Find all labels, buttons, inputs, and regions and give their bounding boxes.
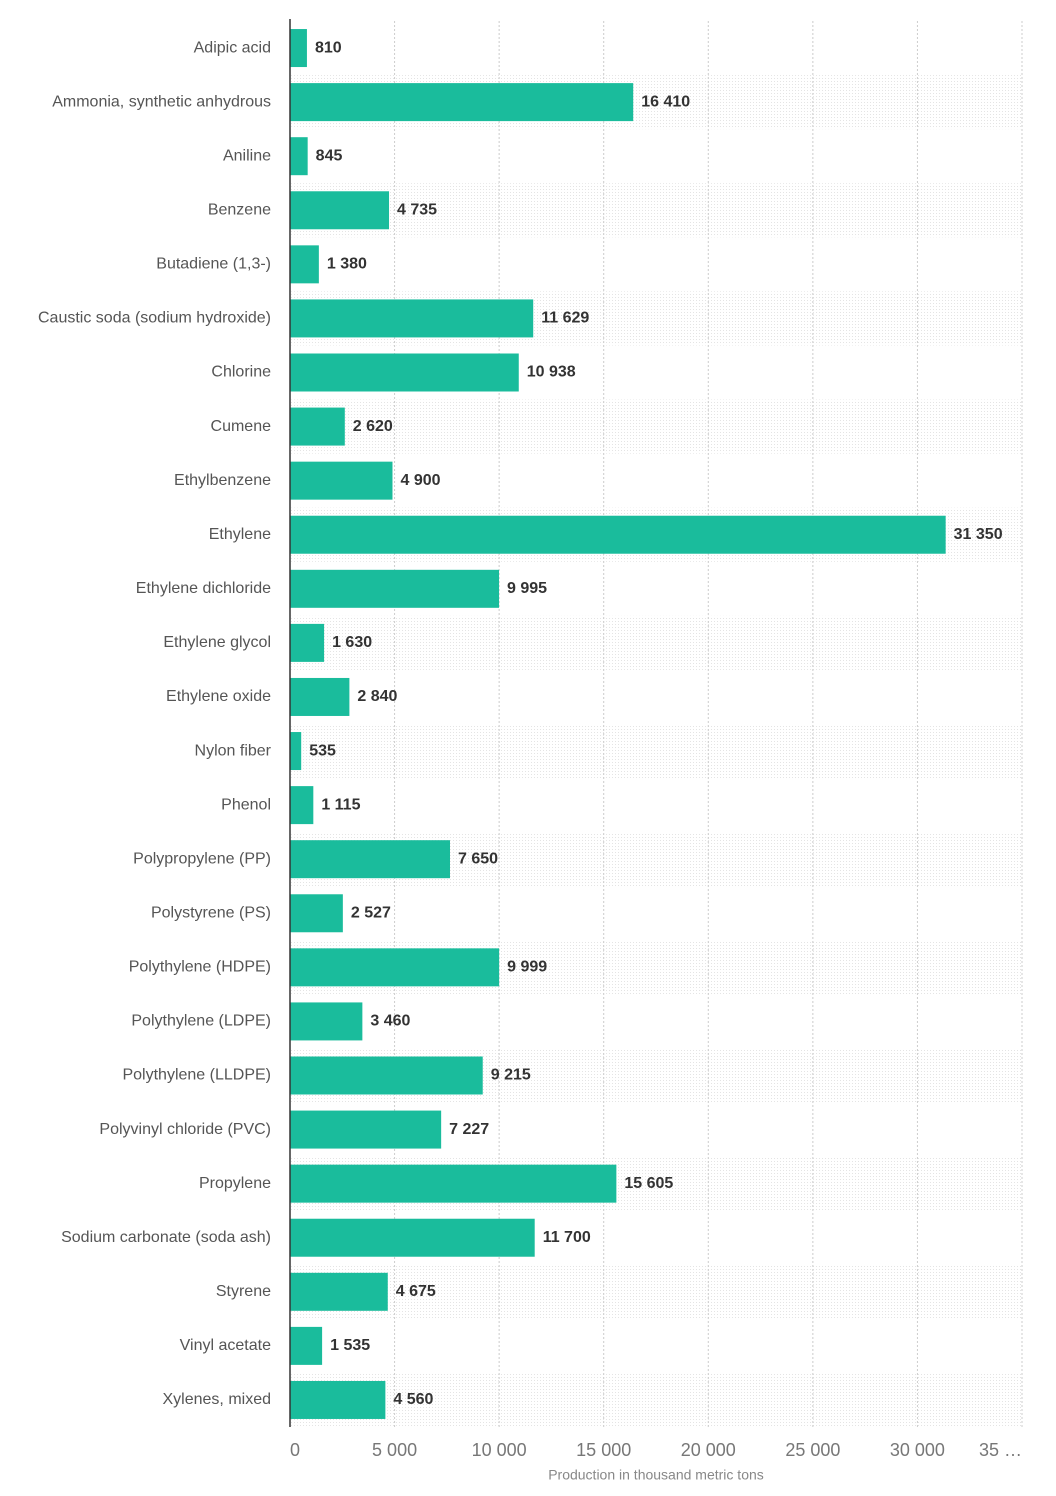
x-tick-label: 25 000 [785, 1440, 840, 1460]
y-tick-label: Polythylene (LLDPE) [122, 1067, 271, 1084]
value-label: 7 227 [449, 1121, 489, 1138]
value-label: 3 460 [370, 1013, 410, 1030]
bar [290, 1164, 617, 1203]
value-label: 31 350 [954, 526, 1003, 543]
value-label: 4 900 [400, 472, 440, 489]
value-label: 9 999 [507, 959, 547, 976]
value-label: 7 650 [458, 850, 498, 867]
bar [290, 461, 393, 500]
y-tick-label: Sodium carbonate (soda ash) [61, 1229, 271, 1246]
bar [290, 623, 325, 662]
value-label: 15 605 [624, 1175, 673, 1192]
y-tick-label: Benzene [208, 201, 271, 218]
value-label: 4 560 [393, 1391, 433, 1408]
value-label: 2 620 [353, 418, 393, 435]
value-label: 1 115 [321, 796, 360, 813]
value-label: 10 938 [527, 364, 576, 381]
y-tick-label: Propylene [199, 1175, 271, 1192]
y-tick-label: Caustic soda (sodium hydroxide) [38, 310, 271, 327]
row-band [290, 1264, 1022, 1319]
bar [290, 1326, 323, 1365]
value-label: 11 629 [541, 310, 589, 327]
value-label: 2 527 [351, 904, 391, 921]
value-label: 16 410 [641, 93, 690, 110]
bar [290, 1056, 483, 1095]
y-tick-label: Cumene [211, 418, 272, 435]
bar [290, 1110, 442, 1149]
row-band [290, 1372, 1022, 1427]
y-tick-label: Aniline [223, 147, 271, 164]
x-tick-label: 20 000 [681, 1440, 736, 1460]
row-band [290, 399, 1022, 454]
value-label: 2 840 [357, 688, 397, 705]
bar [290, 732, 302, 771]
bar [290, 1380, 386, 1419]
x-tick-label: 10 000 [472, 1440, 527, 1460]
y-tick-label: Ethylene oxide [166, 688, 271, 705]
bar [290, 299, 534, 338]
bar [290, 569, 500, 608]
y-tick-label: Ethylbenzene [174, 472, 271, 489]
row-band [290, 615, 1022, 670]
x-tick-label: 0 [290, 1440, 300, 1460]
bar [290, 1002, 363, 1041]
value-label: 1 630 [332, 634, 372, 651]
y-tick-label: Polystyrene (PS) [151, 904, 271, 921]
value-label: 4 735 [397, 201, 437, 218]
y-tick-label: Phenol [221, 796, 271, 813]
y-tick-label: Polythylene (HDPE) [129, 959, 271, 976]
bar [290, 353, 519, 392]
bar [290, 29, 307, 68]
value-label: 9 995 [507, 580, 547, 597]
y-tick-label: Nylon fiber [195, 742, 272, 759]
bar [290, 894, 343, 933]
x-tick-label: 35 … [979, 1440, 1022, 1460]
bar [290, 677, 350, 716]
bar [290, 83, 634, 122]
value-label: 535 [309, 742, 336, 759]
value-label: 1 535 [330, 1337, 370, 1354]
y-tick-label: Butadiene (1,3-) [156, 256, 271, 273]
y-tick-label: Polythylene (LDPE) [131, 1013, 271, 1030]
bar [290, 245, 319, 284]
y-tick-label: Styrene [216, 1283, 271, 1300]
y-tick-label: Chlorine [211, 364, 271, 381]
bar [290, 1218, 535, 1257]
bar [290, 515, 946, 554]
bar [290, 840, 450, 879]
row-band [290, 183, 1022, 238]
bar [290, 1272, 388, 1311]
y-tick-label: Adipic acid [194, 39, 271, 56]
y-tick-label: Ammonia, synthetic anhydrous [52, 93, 271, 110]
value-label: 810 [315, 39, 342, 56]
value-label: 9 215 [491, 1067, 531, 1084]
row-band [290, 724, 1022, 779]
value-label: 1 380 [327, 256, 367, 273]
x-axis-title: Production in thousand metric tons [548, 1467, 764, 1483]
bar [290, 786, 314, 825]
y-tick-label: Polyvinyl chloride (PVC) [99, 1121, 271, 1138]
bar [290, 191, 390, 230]
y-tick-label: Xylenes, mixed [163, 1391, 272, 1408]
y-tick-label: Vinyl acetate [180, 1337, 271, 1354]
y-tick-label: Ethylene [209, 526, 271, 543]
x-tick-label: 5 000 [372, 1440, 417, 1460]
value-label: 845 [316, 147, 343, 164]
x-tick-label: 30 000 [890, 1440, 945, 1460]
value-label: 4 675 [396, 1283, 436, 1300]
bar [290, 407, 345, 446]
bar [290, 948, 500, 987]
y-tick-label: Ethylene glycol [163, 634, 271, 651]
value-label: 11 700 [543, 1229, 591, 1246]
bar [290, 137, 308, 176]
y-tick-label: Ethylene dichloride [136, 580, 271, 597]
y-tick-label: Polypropylene (PP) [133, 850, 271, 867]
x-tick-label: 15 000 [576, 1440, 631, 1460]
